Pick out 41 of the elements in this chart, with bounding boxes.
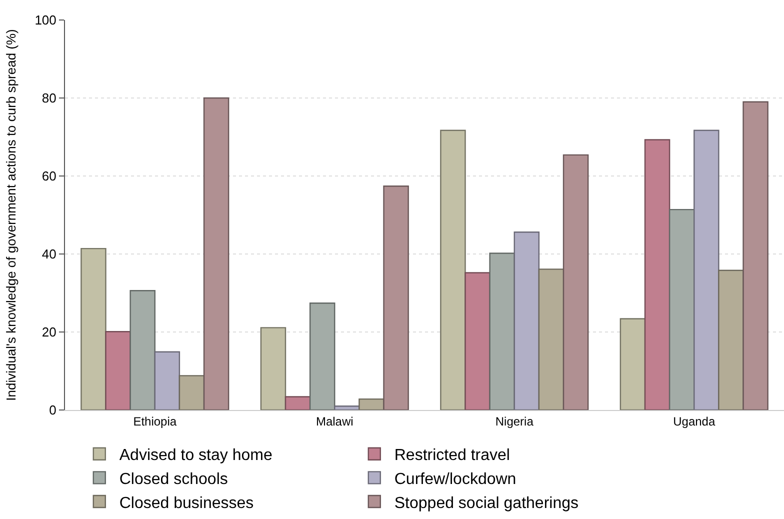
y-tick-label: 100 <box>34 12 56 28</box>
y-tick-label: 0 <box>49 402 56 418</box>
bar <box>489 252 515 410</box>
bar <box>203 97 230 410</box>
bar <box>538 268 564 410</box>
legend-label: Curfew/lockdown <box>394 470 516 488</box>
y-axis-title: Individual's knowledge of government actions to curb spread (%) <box>4 29 19 401</box>
x-tick-label: Ethiopia <box>133 414 177 428</box>
bar <box>284 396 311 410</box>
bar <box>742 101 768 410</box>
legend-label: Advised to stay home <box>119 447 272 464</box>
bar <box>514 232 540 410</box>
bar <box>668 208 695 410</box>
bar <box>620 318 646 410</box>
bar <box>80 248 106 410</box>
bar <box>178 375 205 410</box>
legend-label: Stopped social gatherings <box>394 494 579 512</box>
bar <box>358 398 384 410</box>
legend-label: Restricted travel <box>394 447 510 464</box>
bar <box>694 130 720 410</box>
bar <box>334 406 360 410</box>
bar <box>440 130 466 410</box>
bar <box>154 351 180 410</box>
bar <box>105 331 131 410</box>
y-tick-label: 60 <box>42 168 56 184</box>
legend-label: Closed businesses <box>119 494 254 512</box>
bar <box>718 270 744 410</box>
bar <box>464 272 490 410</box>
bar <box>309 302 336 410</box>
y-tick-label: 40 <box>42 246 56 262</box>
bar <box>644 139 670 410</box>
y-tick-label: 80 <box>42 90 56 106</box>
x-tick-label: Nigeria <box>495 414 534 428</box>
bar <box>383 186 409 410</box>
bar <box>130 290 156 410</box>
y-tick-label: 20 <box>42 324 56 340</box>
legend-label: Closed schools <box>119 470 228 488</box>
x-tick-label: Uganda <box>673 414 716 428</box>
x-tick-label: Malawi <box>316 414 354 428</box>
bar <box>562 154 589 410</box>
bar <box>260 327 286 410</box>
